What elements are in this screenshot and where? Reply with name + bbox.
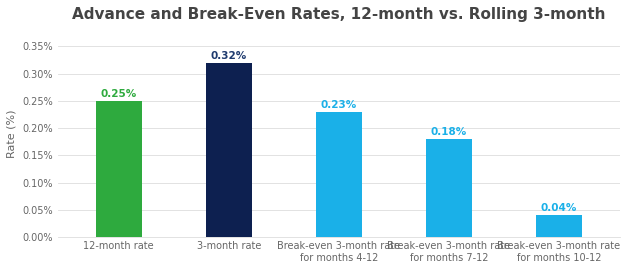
Bar (426, 139, 472, 237)
Text: 0.18%: 0.18% (431, 127, 467, 137)
Text: 0.04%: 0.04% (541, 203, 577, 213)
Text: 0.25%: 0.25% (100, 89, 137, 99)
Title: Advance and Break-Even Rates, 12-month vs. Rolling 3-month: Advance and Break-Even Rates, 12-month v… (72, 7, 606, 22)
Bar (206, 63, 252, 237)
Text: 0.23%: 0.23% (321, 100, 357, 110)
Y-axis label: Rate (%): Rate (%) (7, 109, 17, 158)
Text: 0.32%: 0.32% (211, 50, 247, 60)
Bar (95, 101, 142, 237)
Bar (536, 215, 582, 237)
Bar (316, 112, 362, 237)
